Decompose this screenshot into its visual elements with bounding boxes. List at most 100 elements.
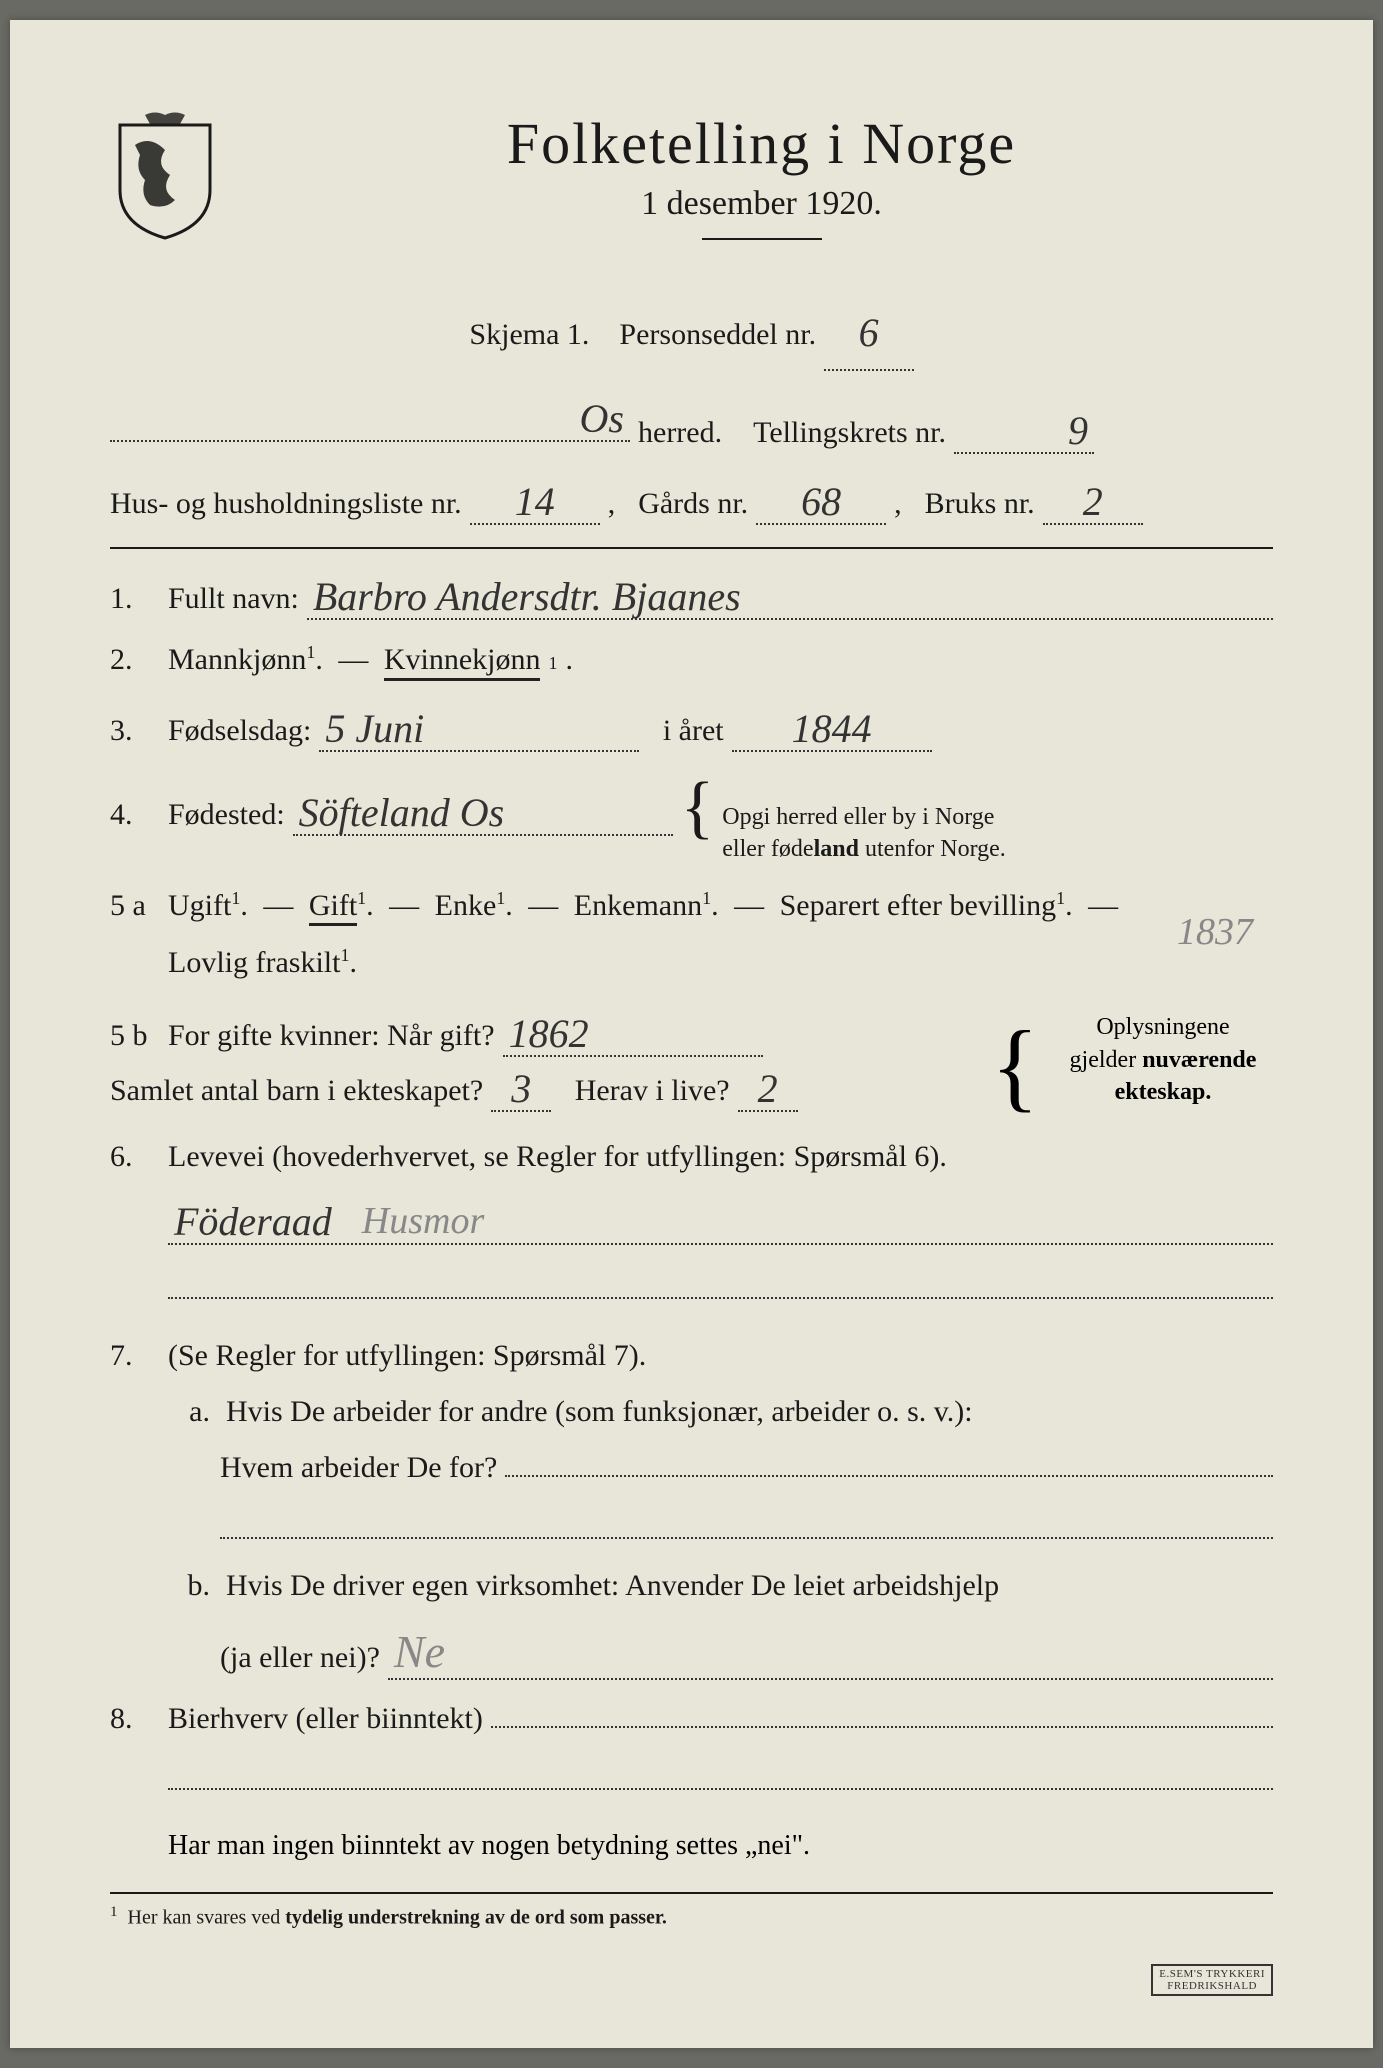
q2-opt2-selected: Kvinnekjønn [384, 643, 541, 681]
crest-svg [110, 110, 220, 240]
q5b-l1-value: 1862 [509, 1011, 589, 1056]
hus-nr: 14 [515, 479, 555, 524]
q5b-l1-label: For gifte kvinner: Når gift? [168, 1019, 495, 1053]
personseddel-nr: 6 [859, 310, 879, 355]
q5a-row2: Lovlig fraskilt1. [168, 945, 1273, 980]
q5b-side: Oplysningene gjelder nuværende ekteskap. [1053, 1011, 1273, 1108]
q5b-l3-field: 2 [738, 1063, 798, 1112]
q5a-row: 5 a Ugift1. — Gift1. — Enke1. — Enkemann… [110, 888, 1273, 923]
gards-label: Gårds nr. [638, 487, 748, 521]
tellingskrets-field: 9 [954, 405, 1094, 454]
tellingskrets-label: Tellingskrets nr. [753, 416, 946, 450]
q7b-row: b. Hvis De driver egen virksomhet: Anven… [168, 1569, 1273, 1603]
q5b-l2-field: 3 [491, 1063, 551, 1112]
coat-of-arms-icon [110, 110, 220, 240]
q3-year: 1844 [792, 706, 872, 751]
q5b-l2-label: Samlet antal barn i ekteskapet? [110, 1074, 483, 1108]
herred-line: Os herred. Tellingskrets nr. 9 [110, 393, 1273, 454]
title-rule [702, 238, 822, 240]
q5b-l1-field: 1862 [503, 1008, 763, 1057]
q3-day-field: 5 Juni [319, 703, 639, 752]
personseddel-label: Personseddel nr. [619, 318, 816, 351]
q1-row: 1. Fullt navn: Barbro Andersdtr. Bjaanes [110, 571, 1273, 620]
q3-label: Fødselsdag: [168, 714, 311, 748]
q4-label: Fødested: [168, 798, 285, 832]
printer-stamp: E.SEM'S TRYKKERI FREDRIKSHALD [1151, 1964, 1273, 1996]
q4-note: Opgi herred eller by i Norge eller fødel… [722, 801, 1006, 866]
q5a-opt2-selected: Gift1. [309, 888, 374, 923]
q7b-label2: (ja eller nei)? [220, 1641, 380, 1675]
q6-value2: Husmor [362, 1200, 484, 1242]
q7a-label2: Hvem arbeider De for? [220, 1451, 497, 1485]
q4-value: Söfteland Os [299, 790, 505, 835]
skjema-line: Skjema 1. Personseddel nr. 6 [110, 293, 1273, 371]
q5b-line1: 5 b For gifte kvinner: Når gift? 1862 [110, 1008, 977, 1057]
q7a-row2: Hvem arbeider De for? [220, 1451, 1273, 1485]
q4-row: 4. Fødested: Söfteland Os { Opgi herred … [110, 774, 1273, 866]
herred-field: Os [110, 393, 630, 442]
q5a-opt1: Ugift1. [168, 888, 248, 923]
bruks-label: Bruks nr. [925, 487, 1035, 521]
brace-icon-2: { [991, 1026, 1039, 1106]
footnote-t2: tydelig understrekning av de ord som pas… [285, 1906, 667, 1928]
bruks-nr: 2 [1083, 479, 1103, 524]
q8-field [491, 1726, 1273, 1728]
q3-row: 3. Fødselsdag: 5 Juni i året 1844 [110, 703, 1273, 752]
q7a-num: a. [168, 1395, 218, 1429]
q2-num: 2. [110, 643, 160, 677]
q8-label: Bierhverv (eller biinntekt) [168, 1702, 483, 1736]
q8-num: 8. [110, 1702, 160, 1736]
q7b-value: Ne [394, 1626, 445, 1677]
census-form-page: Folketelling i Norge 1 desember 1920. Sk… [10, 20, 1373, 2048]
main-title: Folketelling i Norge [250, 110, 1273, 177]
q7-row: 7. (Se Regler for utfyllingen: Spørsmål … [110, 1339, 1273, 1373]
q6-value-row: Föderaad Husmor [168, 1196, 1273, 1245]
q3-year-field: 1844 [732, 703, 932, 752]
gards-nr-field: 68 [756, 476, 886, 525]
q7b-label: Hvis De driver egen virksomhet: Anvender… [226, 1569, 999, 1603]
q5a-opt6: Lovlig fraskilt1. [168, 945, 357, 980]
q2-opt1: Mannkjønn1. [168, 642, 323, 677]
q1-num: 1. [110, 582, 160, 616]
personseddel-nr-field: 6 [824, 293, 914, 371]
q8-blank-line [168, 1758, 1273, 1790]
q5b-l3-label: Herav i live? [575, 1074, 730, 1108]
footnote: 1 Her kan svares ved tydelig understrekn… [110, 1904, 1273, 1930]
q6-field: Föderaad Husmor [168, 1196, 1273, 1245]
hus-nr-field: 14 [470, 476, 600, 525]
q6-row: 6. Levevei (hovederhvervet, se Regler fo… [110, 1140, 1273, 1174]
q7b-row2: (ja eller nei)? Ne [220, 1625, 1273, 1680]
q5b-l3-value: 2 [758, 1066, 778, 1111]
q7a-label: Hvis De arbeider for andre (som funksjon… [226, 1395, 973, 1429]
q5b-block: 5 b For gifte kvinner: Når gift? 1862 Sa… [110, 1002, 1273, 1118]
q7-label: (Se Regler for utfyllingen: Spørsmål 7). [168, 1339, 646, 1373]
stamp-l2: FREDRIKSHALD [1159, 1980, 1265, 1992]
section-rule [110, 547, 1273, 549]
footer-rule [110, 1892, 1273, 1894]
title-block: Folketelling i Norge 1 desember 1920. [250, 110, 1273, 275]
sub-title: 1 desember 1920. [250, 185, 1273, 223]
q7-num: 7. [110, 1339, 160, 1373]
q7b-field: Ne [388, 1625, 1273, 1680]
q4-field: Söfteland Os [293, 787, 673, 836]
q5a-opt4: Enkemann1. [574, 888, 719, 923]
q6-num: 6. [110, 1140, 160, 1174]
q7a-blank-line [220, 1507, 1273, 1539]
q5b-l2-value: 3 [511, 1066, 531, 1111]
q6-label: Levevei (hovederhvervet, se Regler for u… [168, 1140, 947, 1174]
hus-line: Hus- og husholdningsliste nr. 14, Gårds … [110, 476, 1273, 525]
q3-day: 5 Juni [325, 706, 424, 751]
q3-year-label: i året [663, 714, 724, 748]
bruks-nr-field: 2 [1043, 476, 1143, 525]
brace-icon: { [681, 780, 715, 836]
q5b-line2: Samlet antal barn i ekteskapet? 3 Herav … [110, 1063, 977, 1112]
q5a-opt3: Enke1. [435, 888, 513, 923]
q5a-opt5: Separert efter bevilling1. [780, 888, 1073, 923]
hus-label: Hus- og husholdningsliste nr. [110, 487, 462, 521]
q7a-field [505, 1475, 1273, 1477]
header: Folketelling i Norge 1 desember 1920. [110, 110, 1273, 275]
q7b-num: b. [168, 1569, 218, 1603]
gards-nr: 68 [801, 479, 841, 524]
q1-field: Barbro Andersdtr. Bjaanes [307, 571, 1273, 620]
herred-value: Os [580, 395, 624, 442]
